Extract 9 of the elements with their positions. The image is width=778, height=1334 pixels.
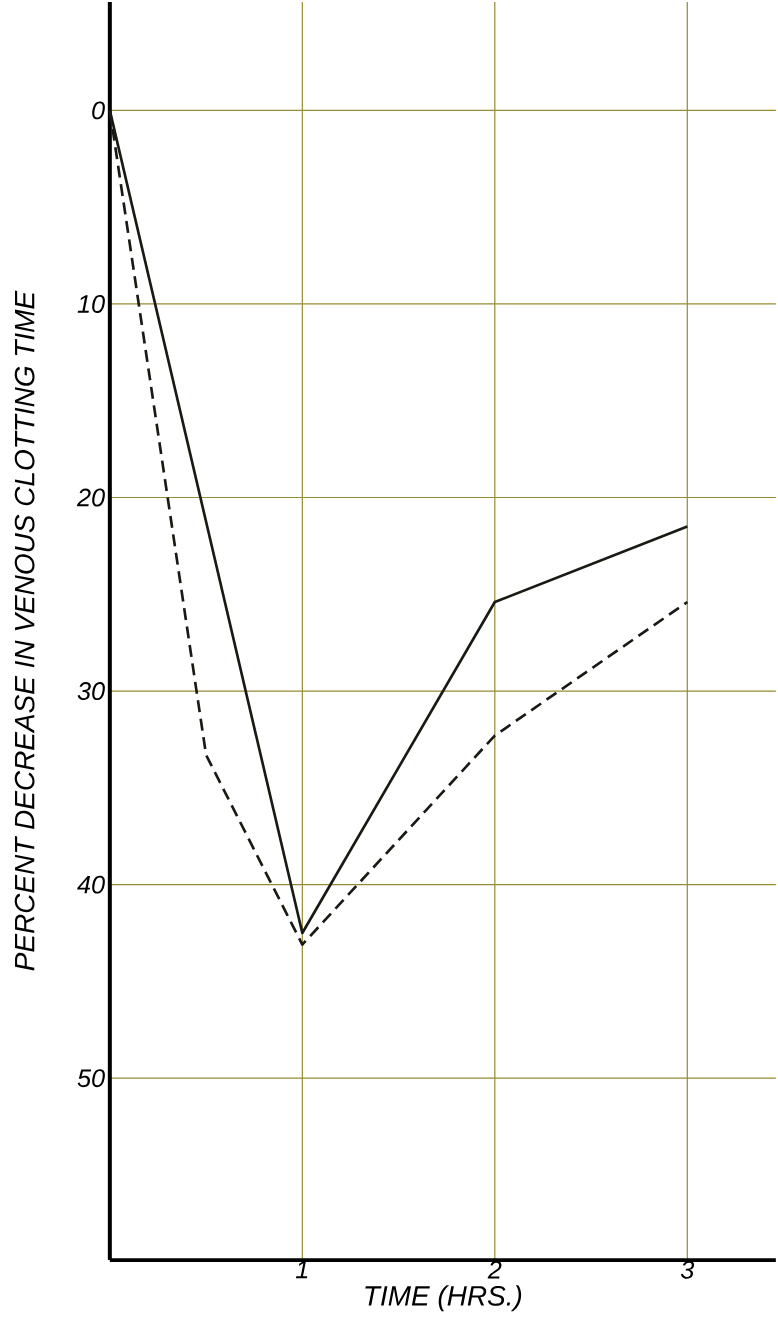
- x-axis-title: TIME (HRS.): [365, 1285, 522, 1312]
- y-tick-label: 10: [77, 294, 105, 313]
- x-tick-label: 1: [296, 1260, 308, 1279]
- y-tick-label: 30: [77, 682, 105, 701]
- y-axis-title: PERCENT DECREASE IN VENOUS CLOTTING TIME: [14, 290, 35, 971]
- y-tick-label: 0: [92, 101, 105, 120]
- y-tick-label: 50: [77, 1069, 105, 1088]
- y-tick-label: 20: [76, 488, 105, 507]
- y-tick-label: 40: [77, 875, 105, 894]
